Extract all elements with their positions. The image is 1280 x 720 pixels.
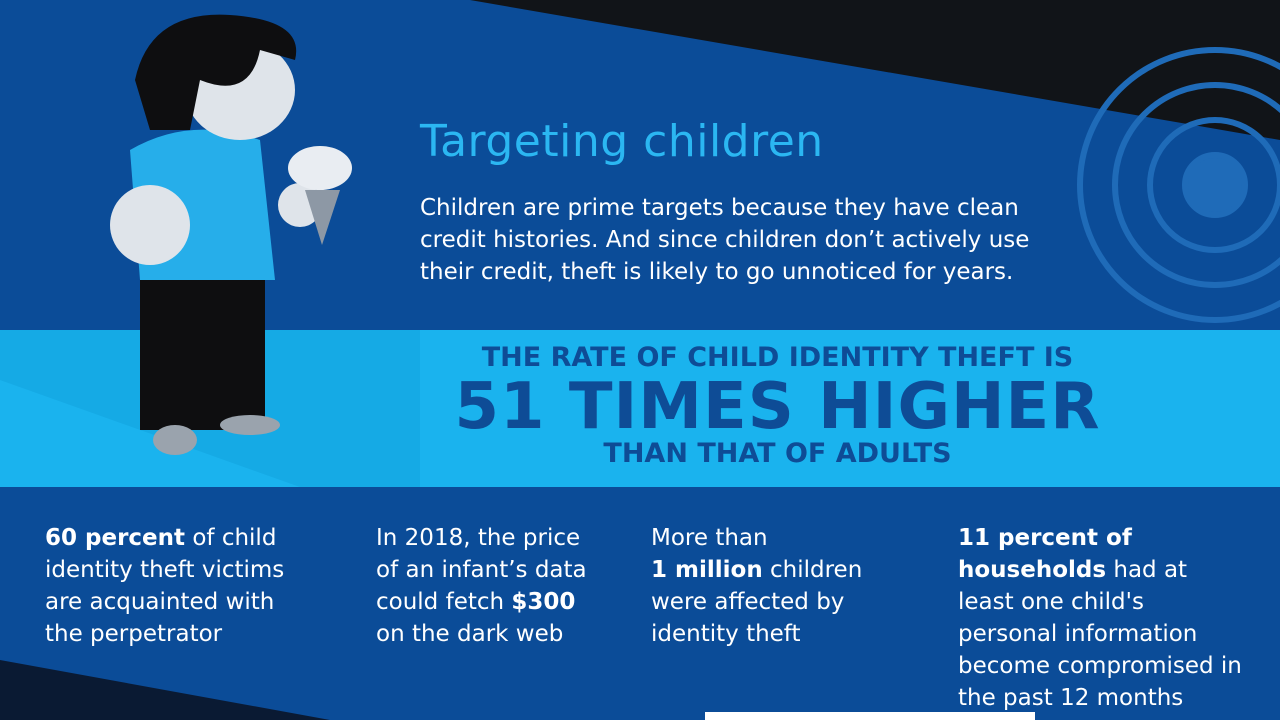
stat-text: of child identity theft victims are acqu… xyxy=(45,525,285,647)
stat: 11 percent of households had at least on… xyxy=(958,522,1248,714)
stat-text: had at least one child's personal inform… xyxy=(958,557,1242,711)
stat-text: children were affected by identity theft xyxy=(651,557,863,647)
intro-text: Children are prime targets because they … xyxy=(420,195,1030,285)
stat-text: 11 percent of households xyxy=(958,525,1132,583)
stat-text: 1 million xyxy=(651,557,763,583)
stat: More than 1 million children were affect… xyxy=(651,522,891,650)
stat-text: $300 xyxy=(511,589,576,615)
title: Targeting children xyxy=(420,116,824,167)
banner-line: THE RATE OF CHILD IDENTITY THEFT IS xyxy=(481,342,1074,373)
stat: 60 percent of child identity theft victi… xyxy=(45,522,310,650)
stat: In 2018, the price of an infant’s data c… xyxy=(376,522,606,650)
stat-text: on the dark web xyxy=(376,621,564,647)
stat-text: In 2018, the price of an infant’s data c… xyxy=(376,525,587,615)
banner-line: THAN THAT OF ADULTS xyxy=(603,438,952,469)
banner-headline: 51 TIMES HIGHER xyxy=(454,370,1101,444)
stat-text: More than xyxy=(651,525,768,551)
stat-text: 60 percent xyxy=(45,525,186,551)
